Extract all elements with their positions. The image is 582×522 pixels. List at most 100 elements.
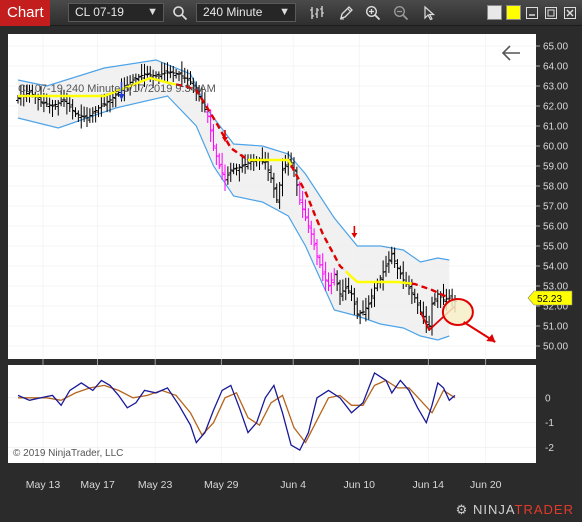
- ohlc-bar: [108, 92, 112, 113]
- last-price-marker: 52.23: [527, 290, 573, 306]
- ohlc-bar: [47, 97, 52, 114]
- chevron-down-icon: ▼: [147, 6, 158, 18]
- ohlc-bar: [274, 183, 279, 203]
- ohlc-bar: [386, 251, 391, 273]
- color-swatch-light[interactable]: [487, 5, 502, 20]
- ohlc-bar: [280, 158, 285, 197]
- x-tick-label: May 13: [26, 479, 61, 491]
- ohlc-bar: [240, 154, 245, 173]
- ohlc-bar: [415, 293, 420, 314]
- ohlc-bar: [269, 165, 273, 183]
- ohlc-bar: [231, 163, 236, 175]
- y-tick-label: 58.00: [543, 182, 568, 193]
- ohlc-bar: [148, 66, 153, 82]
- y-tick-label: 59.00: [543, 162, 568, 173]
- y-tick-label: 56.00: [543, 222, 568, 233]
- ohlc-bar: [352, 287, 357, 315]
- ohlc-bar: [73, 107, 78, 117]
- color-swatch-yellow[interactable]: [506, 5, 521, 20]
- ohlc-bar: [395, 259, 400, 279]
- moving-average: [18, 76, 450, 300]
- chart-watermark: CL 07-19 240 Minute 6/17/2019 9:34 AM: [18, 83, 216, 95]
- time-axis[interactable]: May 13 May 17 May 23 May 29 Jun 4 Jun 10 Jun 1…: [26, 479, 502, 491]
- zoom-in-icon[interactable]: [363, 3, 383, 23]
- price-axis[interactable]: 65.00 64.00 63.00 62.00 61.00 60.00 59.00 58.00…: [536, 42, 568, 353]
- ma-segment-up: [248, 158, 293, 166]
- back-arrow-icon[interactable]: [501, 45, 520, 61]
- ninjatrader-logo: ⚙ NINJATRADER: [455, 502, 574, 517]
- x-tick-label: May 23: [138, 479, 173, 491]
- ohlc-bar: [234, 163, 239, 176]
- ohlc-bar: [79, 104, 84, 129]
- ohlc-bar: [312, 228, 317, 250]
- ohlc-bar: [323, 261, 328, 291]
- ohlc-bar: [237, 164, 242, 182]
- ohlc-bar: [384, 255, 388, 277]
- search-icon[interactable]: [170, 3, 190, 23]
- ohlc-bar: [424, 306, 429, 333]
- ohlc-bar: [389, 246, 394, 265]
- ohlc-bar: [139, 63, 144, 82]
- ohlc-bar: [82, 106, 87, 122]
- ohlc-bar: [179, 61, 184, 87]
- ohlc-bar: [392, 247, 397, 268]
- projection-arrow-head: [486, 334, 496, 342]
- ohlc-bar: [156, 71, 161, 84]
- signal-arrow-head: [222, 137, 228, 142]
- ohlc-bar: [225, 166, 230, 185]
- ohlc-bar: [335, 270, 340, 291]
- ohlc-bar: [355, 297, 360, 319]
- y-tick-label: 52.00: [543, 302, 568, 313]
- pointer-icon[interactable]: [419, 3, 439, 23]
- ohlc-bar: [338, 279, 342, 305]
- interval-label: 240 Minute: [203, 5, 263, 19]
- x-tick-label: Jun 4: [280, 479, 306, 491]
- ohlc-bar: [59, 89, 64, 107]
- bar-style-icon[interactable]: [307, 3, 327, 23]
- ohlc-bar: [271, 172, 276, 198]
- ohlc-bar: [366, 295, 371, 320]
- y-tick-label: 57.00: [543, 202, 568, 213]
- ohlc-bar: [315, 238, 319, 265]
- chart-toolbar: Chart CL 07-19 ▼ 240 Minute ▼: [0, 0, 582, 26]
- osc-tick-label: 0: [545, 393, 551, 404]
- ohlc-bar: [177, 71, 181, 82]
- chart-tab[interactable]: Chart: [0, 0, 50, 26]
- ohlc-bar: [283, 154, 288, 174]
- ohlc-bar: [220, 152, 225, 180]
- oscillator-panel-bg: [8, 365, 536, 463]
- instrument-selector[interactable]: CL 07-19 ▼: [68, 3, 164, 22]
- osc-tick-label: -2: [545, 443, 554, 454]
- chart-canvas[interactable]: CL 07-19 240 Minute 6/17/2019 9:34 AM © …: [0, 26, 582, 498]
- ohlc-bar: [211, 124, 216, 151]
- ohlc-bar: [303, 199, 308, 221]
- ma-segment-up: [344, 270, 413, 285]
- zoom-out-icon[interactable]: [391, 3, 411, 23]
- y-tick-label: 61.00: [543, 122, 568, 133]
- ohlc-bar: [162, 62, 167, 81]
- band-fill: [18, 60, 450, 340]
- ohlc-bar: [105, 93, 110, 113]
- ohlc-bar: [165, 62, 170, 83]
- close-icon[interactable]: [560, 3, 580, 23]
- osc-tick-label: -1: [545, 418, 554, 429]
- ohlc-bar: [369, 288, 374, 308]
- x-tick-label: May 29: [204, 479, 239, 491]
- ohlc-bar: [358, 310, 363, 325]
- maximize-icon[interactable]: [541, 3, 561, 23]
- ohlc-bar: [70, 99, 75, 120]
- interval-selector[interactable]: 240 Minute ▼: [196, 3, 296, 22]
- ohlc-bar: [432, 293, 437, 306]
- pencil-icon[interactable]: [336, 3, 356, 23]
- ohlc-bar: [27, 84, 32, 103]
- ohlc-bar: [343, 277, 348, 301]
- ma-segment-down: [411, 282, 450, 300]
- trend-line: [419, 311, 430, 331]
- x-tick-label: Jun 14: [412, 479, 444, 491]
- minimize-icon[interactable]: [522, 3, 542, 23]
- signal-arrow-blue: [118, 82, 125, 100]
- x-tick-label: Jun 10: [343, 479, 375, 491]
- oscillator-fast-line: [17, 372, 456, 452]
- ohlc-bar: [171, 65, 176, 82]
